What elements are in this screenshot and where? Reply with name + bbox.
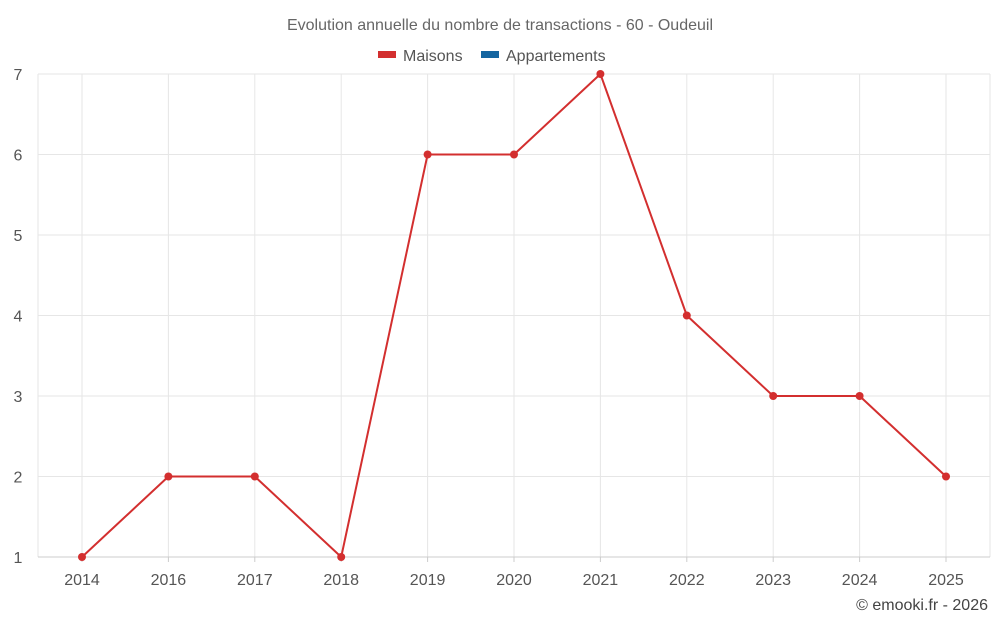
legend-item-maisons: Maisons [378,48,463,65]
legend: Maisons Appartements [378,48,606,65]
y-tick-label: 1 [14,550,23,567]
x-tick-label: 2025 [928,572,964,589]
grid [37,73,991,558]
data-point [855,392,864,400]
legend-label: Appartements [506,48,606,65]
copyright-text: © emooki.fr - 2026 [856,597,988,614]
legend-label: Maisons [403,48,463,65]
series-group [78,70,950,561]
chart-title: Evolution annuelle du nombre de transact… [287,17,713,34]
y-tick-label: 6 [14,148,23,165]
y-axis: 1 2 3 4 5 6 7 [14,67,23,567]
legend-item-appartements: Appartements [481,48,606,65]
x-tick-label: 2024 [842,572,878,589]
y-tick-label: 4 [14,309,23,326]
data-point [769,392,778,400]
x-tick-label: 2022 [669,572,705,589]
x-tick-label: 2014 [64,572,100,589]
x-tick-label: 2017 [237,572,273,589]
data-point [682,311,691,320]
y-tick-label: 7 [14,67,23,84]
x-tick-label: 2016 [151,572,187,589]
x-axis: 2014 2016 2017 2018 2019 2020 2021 2022 2023 2024… [64,557,964,589]
data-point [942,472,950,481]
data-point [250,472,259,481]
x-tick-label: 2023 [755,572,791,589]
y-tick-label: 3 [14,389,23,406]
data-point [510,150,518,159]
data-point [596,70,605,78]
x-tick-label: 2020 [496,572,532,589]
x-tick-label: 2019 [410,572,446,589]
data-point [423,150,432,159]
legend-swatch [481,51,499,58]
legend-swatch [378,51,396,58]
y-tick-label: 2 [14,470,23,487]
x-tick-label: 2021 [583,572,619,589]
data-point [164,472,173,481]
y-tick-label: 5 [14,228,23,245]
x-tick-label: 2018 [323,572,359,589]
data-point [78,553,86,561]
data-point [337,553,346,561]
series-maisons [78,70,950,561]
